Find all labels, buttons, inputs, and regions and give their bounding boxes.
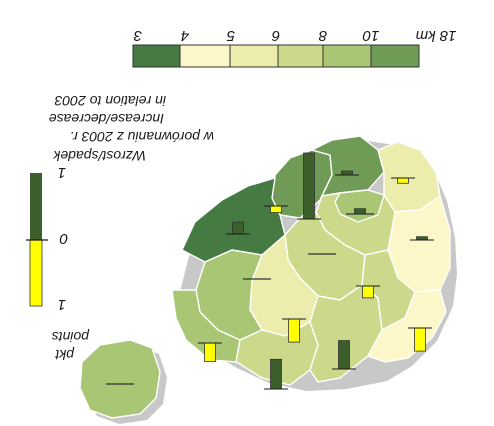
legend-title-line-4: in relation to 2003: [54, 93, 166, 109]
scale-swatch-6: [132, 44, 181, 68]
color-scale-legend: [132, 44, 420, 68]
region-far-south-east: [366, 289, 447, 363]
bar-symbols: [106, 152, 434, 390]
scale-tick-6: 10: [362, 27, 379, 44]
scale-tick-2: 4: [181, 27, 189, 44]
legend-bar-increase: [30, 173, 42, 240]
region-island: [79, 339, 161, 419]
map-body: [79, 135, 457, 424]
scale-tick-5: 8: [318, 27, 327, 44]
unit-label-pkt: pkt: [54, 347, 75, 363]
unit-label-points: points: [52, 329, 90, 345]
legend-title-line-3: Increase/decrease: [49, 111, 164, 127]
scale-tick-7: 18 km: [416, 27, 457, 44]
legend-title-line-2: w porównaniu z 2003 r.: [70, 129, 214, 145]
scale-swatch-5: [370, 44, 420, 68]
scale-tick-1: 3: [133, 27, 142, 44]
scale-tick-3: 5: [226, 27, 235, 44]
legend-title-line-1: Wzrost/spadek: [52, 148, 146, 164]
bar-legend-tick-top: 1: [58, 164, 66, 181]
scale-tick-4: 6: [271, 27, 280, 44]
bar-legend-tick-zero: 0: [59, 230, 68, 247]
bar-legend-tick-bottom: 1: [58, 296, 66, 313]
bar-legend: [26, 173, 48, 307]
